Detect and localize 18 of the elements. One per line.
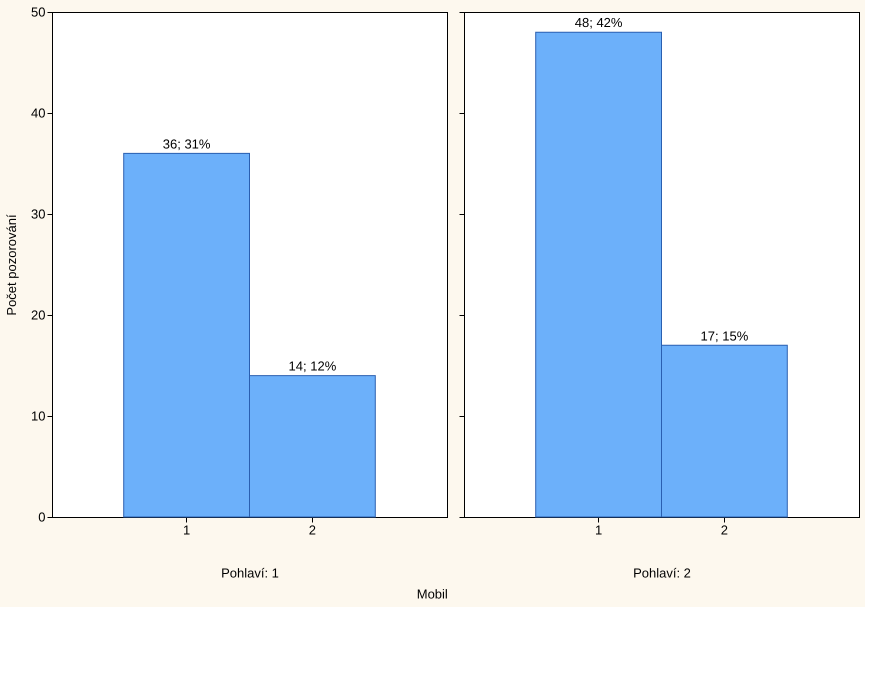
y-tick-label: 0: [38, 510, 46, 524]
x-tick-label: 1: [182, 522, 190, 538]
x-axis-title: Pohlaví: 1: [221, 566, 279, 580]
data-label: 48; 42%: [574, 15, 623, 30]
data-label: 36; 31%: [162, 136, 211, 152]
y-tick-label: 20: [31, 308, 46, 322]
y-tick-label: 30: [31, 206, 46, 222]
x-tick-label: 1: [594, 522, 602, 538]
data-label: 17; 15%: [700, 328, 749, 344]
y-axis-title: Počet pozorování: [4, 214, 20, 316]
data-label: 14; 12%: [288, 358, 337, 374]
y-tick-label: 50: [31, 4, 46, 20]
x-tick-label: 2: [720, 522, 728, 538]
text: Mobil: [416, 586, 448, 602]
y-tick-label: 10: [31, 408, 46, 424]
x-tick-label: 2: [308, 522, 316, 538]
x-axis-title: Pohlaví: 2: [633, 566, 691, 580]
y-tick-label: 40: [31, 106, 46, 120]
